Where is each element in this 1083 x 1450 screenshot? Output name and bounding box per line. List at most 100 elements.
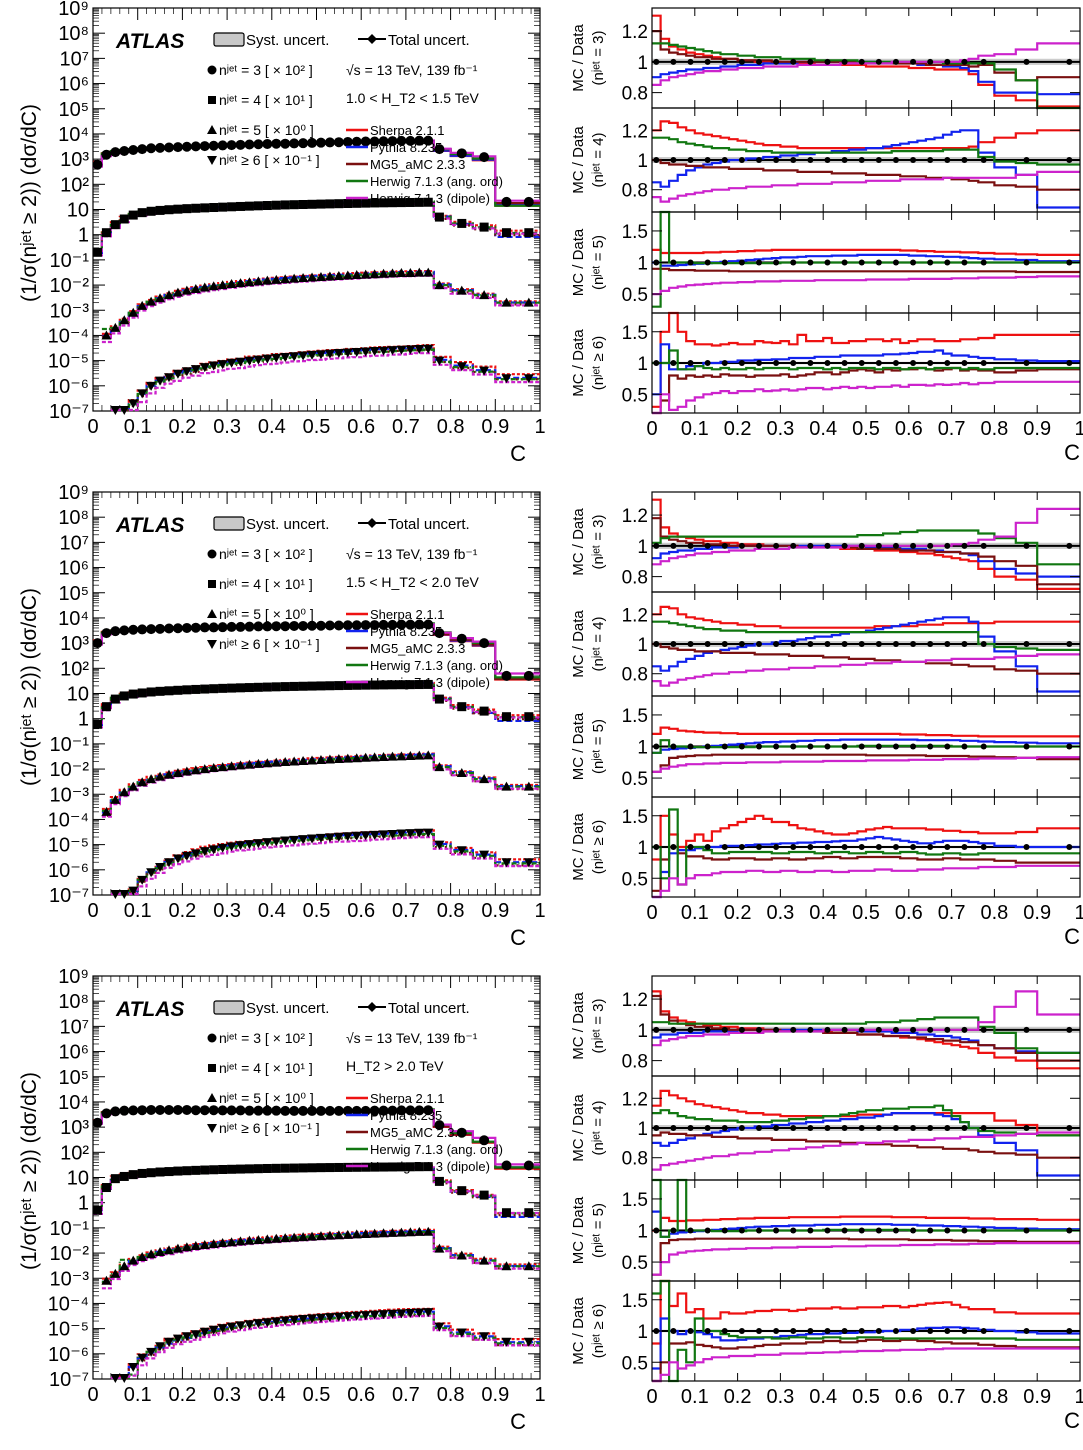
data-marker-triangle-down [226,358,237,368]
data-marker-triangle-down [172,369,183,379]
data-marker-triangle-down [253,1319,264,1329]
ratio-data-point [858,641,865,647]
ratio-data-point [841,1026,848,1033]
ratio-x-tick-label: 0.4 [809,1386,837,1408]
data-marker-circle [190,141,201,152]
data-marker-triangle-down [523,1337,534,1347]
data-marker-triangle-down [155,1342,166,1352]
data-marker-square [361,680,371,690]
data-marker-triangle-up [405,751,416,761]
data-marker-triangle-up [434,280,445,290]
ratio-data-point [824,641,831,647]
data-marker-circle [271,138,282,149]
data-marker-circle [172,623,183,634]
data-marker-circle [405,1105,416,1116]
data-marker-square [262,682,272,692]
data-marker-circle [456,633,467,644]
y-tick-label: 1 [78,225,89,247]
x-tick-label: 0.5 [303,1384,331,1406]
ratio-data-point [875,58,882,65]
data-marker-circle [369,1105,380,1116]
ratio-data-point [704,1227,711,1234]
data-marker-triangle-up [378,1228,389,1238]
mc-curve-pythia-8-235 [101,1230,540,1283]
ratio-data-point [1066,1125,1073,1131]
ratio-data-point [807,259,814,266]
data-marker-triangle-down [163,1337,174,1347]
data-marker-triangle-up [333,270,344,280]
ratio-data-point [875,259,882,266]
multiplicity-label: nʲᵉᵗ ≥ 6 [ × 10⁻¹ ] [219,636,320,652]
ratio-y-tick-label: 1.5 [622,323,648,344]
data-marker-triangle-down [244,1320,255,1330]
data-marker-circle [110,626,121,637]
ratio-data-point [1066,743,1073,750]
data-marker-triangle-up [342,1229,353,1239]
data-marker-circle [369,620,380,631]
y-tick-label: 10⁻³ [50,300,90,322]
data-marker-circle [163,623,174,634]
data-marker-triangle-down [405,829,416,839]
ratio-data-point [1066,259,1073,266]
data-marker-triangle-up [479,774,490,784]
data-marker-circle [217,140,228,151]
data-marker-triangle-up [217,1238,228,1248]
ratio-data-point [1023,1227,1030,1234]
data-marker-circle [235,1105,246,1116]
x-tick-label: 0.9 [481,1384,509,1406]
ratio-y-tick-label: 0.5 [622,869,648,890]
data-marker-square [128,210,138,220]
data-marker-circle [360,1105,371,1116]
ratio-data-point [961,1227,968,1234]
ratio-x-tick-label: 0.5 [852,902,880,924]
ratio-data-point [738,641,745,647]
data-marker-circle [307,137,318,148]
ratio-x-tick-label: 0.2 [724,1386,752,1408]
data-marker-circle [244,621,255,632]
data-marker-square [236,201,246,211]
data-marker-square [110,694,120,704]
data-marker-square [316,681,326,691]
ratio-data-point [807,844,814,850]
ratio-y-tick-label: 0.8 [622,84,648,105]
ratio-data-point [892,157,899,163]
data-marker-triangle-up [280,274,291,284]
ratio-data-point [1066,1227,1073,1234]
data-marker-square [119,214,129,224]
data-marker-triangle-up [101,1275,112,1285]
data-marker-triangle-up [423,750,434,760]
data-marker-triangle-down [226,1322,237,1332]
data-marker-square [298,681,308,691]
ratio-x-tick-label: 0.8 [980,418,1008,440]
ratio-panel-4: 0.5 1 1.5 MC / Data (nʲᵉᵗ ≥ 6) [570,796,1081,899]
x-tick-label: 0.8 [437,416,465,438]
ratio-y-tick-label: 1.5 [622,1190,648,1211]
ratio-data-point [841,58,848,65]
data-marker-square [414,1162,424,1172]
ratio-x-tick-label: 0 [646,1386,657,1408]
ratio-curve-sherpa-2-1-1 [652,248,1080,256]
data-marker-square [155,1167,165,1177]
ratio-data-point [687,1026,694,1033]
ratio-data-point [910,360,917,366]
ratio-y-axis-sublabel: (nʲᵉᵗ = 4) [590,132,607,187]
ratio-data-point [944,743,951,750]
mc-curve-mg5-amc-2-3-3 [110,1313,540,1380]
ratio-curve-mg5-amc-2-3-3 [652,753,1080,773]
data-marker-triangle-up [146,296,157,306]
data-marker-square [137,1168,147,1178]
data-marker-triangle-up [405,1227,416,1237]
data-marker-triangle-up [396,751,407,761]
y-tick-label: 10⁻⁴ [48,1293,89,1315]
x-tick-label: 0.5 [303,416,331,438]
data-marker-square [379,680,389,690]
data-marker-circle [208,622,219,633]
data-marker-triangle-up [280,757,291,767]
data-marker-triangle-down [190,1330,201,1340]
data-marker-triangle-up [423,1226,434,1236]
data-marker-triangle-down [324,1313,335,1323]
ratio-data-point [892,259,899,266]
ratio-data-point [841,259,848,266]
legend-marker-triangle-up [207,125,217,134]
ratio-y-axis-label: MC / Data [570,813,587,881]
